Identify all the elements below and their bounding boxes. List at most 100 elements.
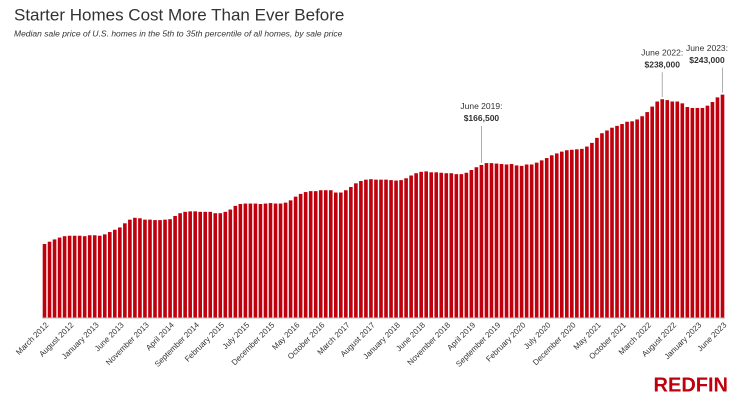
bar <box>158 220 162 318</box>
bar <box>449 173 454 318</box>
x-tick-label: December 2020 <box>531 320 578 367</box>
bar <box>273 203 278 318</box>
bar <box>399 180 403 318</box>
bar <box>630 121 634 319</box>
bar <box>404 178 408 318</box>
bar <box>459 174 464 318</box>
bar <box>318 190 323 318</box>
annotation-text: June 2023: <box>686 43 728 53</box>
bar <box>308 191 313 318</box>
bar <box>173 215 177 318</box>
bar <box>339 192 343 318</box>
bar <box>113 229 117 318</box>
bar <box>715 97 720 318</box>
bar <box>87 235 92 318</box>
bar <box>464 172 469 318</box>
bar <box>489 163 494 318</box>
bar <box>620 124 624 319</box>
bar <box>369 179 373 318</box>
annotation-value: $238,000 <box>644 59 680 69</box>
bar <box>429 172 434 318</box>
bar <box>605 130 609 318</box>
bar <box>333 192 338 318</box>
bar <box>107 232 112 318</box>
bar <box>77 235 82 318</box>
bar <box>82 236 87 318</box>
bar <box>278 203 283 318</box>
bar <box>198 211 203 318</box>
bar <box>288 200 293 318</box>
bar <box>559 151 564 318</box>
bar <box>705 105 710 319</box>
bar <box>203 211 208 318</box>
bar <box>188 211 192 318</box>
bar <box>57 237 62 318</box>
bar <box>349 187 353 318</box>
bar <box>534 162 539 318</box>
bar <box>504 164 509 318</box>
bar <box>710 101 715 318</box>
bar <box>444 173 449 318</box>
bar <box>123 223 127 318</box>
bar <box>243 203 248 318</box>
bar <box>138 218 142 318</box>
bar <box>238 204 243 318</box>
bar <box>424 171 428 318</box>
bar <box>394 180 398 318</box>
bar <box>148 219 152 318</box>
bar <box>268 203 273 318</box>
bar <box>92 235 97 318</box>
bar <box>590 142 594 318</box>
bar <box>625 121 629 318</box>
chart-subtitle: Median sale price of U.S. homes in the 5… <box>14 28 343 38</box>
bar <box>344 190 348 318</box>
x-tick-label: September 2014 <box>153 320 202 369</box>
bar <box>102 234 107 318</box>
bar <box>328 190 333 318</box>
bar <box>42 244 47 318</box>
bar <box>384 179 388 318</box>
bar <box>539 160 544 318</box>
bar <box>153 220 157 318</box>
bar <box>228 209 233 318</box>
bar <box>690 107 695 318</box>
bar <box>409 175 413 318</box>
annotation-text: June 2022: <box>641 47 683 57</box>
bar <box>193 211 197 318</box>
bar <box>248 203 253 318</box>
bar <box>374 179 378 318</box>
bar <box>685 107 690 319</box>
bar <box>650 106 654 318</box>
bar <box>263 203 268 318</box>
bar <box>514 165 519 318</box>
bar <box>524 164 529 318</box>
bar <box>454 174 459 318</box>
bar <box>178 213 182 318</box>
bar <box>283 202 288 318</box>
bar <box>580 148 584 318</box>
bar <box>298 193 303 318</box>
bar <box>655 101 660 319</box>
bar <box>143 219 147 318</box>
bar <box>183 211 187 318</box>
bar <box>474 167 479 318</box>
bar <box>675 101 680 319</box>
bar <box>208 211 213 318</box>
bar <box>354 183 358 318</box>
bar <box>544 158 549 318</box>
bar <box>233 205 238 318</box>
bar <box>118 227 122 318</box>
bar <box>665 100 670 319</box>
bar <box>389 180 393 318</box>
bar <box>213 213 218 318</box>
bar <box>97 235 102 318</box>
bar <box>680 103 685 318</box>
bar <box>253 203 258 318</box>
bar <box>323 190 328 318</box>
x-tick-label: November 2018 <box>406 320 453 367</box>
bar <box>554 153 559 318</box>
bar <box>303 192 308 318</box>
bar <box>610 127 614 318</box>
bar <box>47 241 52 318</box>
bar <box>313 191 318 318</box>
